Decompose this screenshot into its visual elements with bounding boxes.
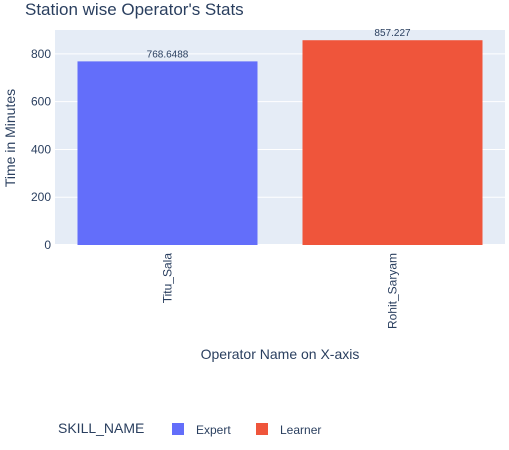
chart-title: Station wise Operator's Stats: [25, 0, 244, 19]
y-tick-label: 0: [44, 238, 51, 252]
x-tick-labels: Titu_Sala Rohit_Saryam: [161, 253, 400, 329]
legend-swatch: [256, 423, 268, 435]
x-tick-label: Titu_Sala: [161, 253, 175, 304]
y-tick-label: 600: [31, 95, 51, 109]
bar-titu-sala: [77, 61, 258, 245]
bar-rohit-saryam: [302, 40, 483, 246]
legend-label: Expert: [196, 423, 231, 437]
legend-title: SKILL_NAME: [58, 420, 144, 436]
data-labels: 768.6488 857.227: [147, 28, 411, 60]
y-tick-label: 200: [31, 190, 51, 204]
x-tick-label: Rohit_Saryam: [386, 253, 400, 329]
data-label: 857.227: [374, 28, 411, 39]
data-label: 768.6488: [147, 49, 189, 60]
legend: SKILL_NAME Expert Learner: [58, 420, 321, 437]
y-axis-title: Time in Minutes: [2, 89, 18, 187]
legend-label: Learner: [280, 423, 321, 437]
legend-swatch: [172, 423, 184, 435]
y-tick-label: 400: [31, 142, 51, 156]
x-axis-title: Operator Name on X-axis: [201, 346, 360, 362]
bars: [77, 40, 483, 246]
legend-item-expert[interactable]: Expert: [172, 423, 231, 437]
legend-item-learner[interactable]: Learner: [256, 423, 321, 437]
y-tick-label: 800: [31, 47, 51, 61]
y-tick-labels: 0 200 400 600 800: [31, 47, 51, 252]
